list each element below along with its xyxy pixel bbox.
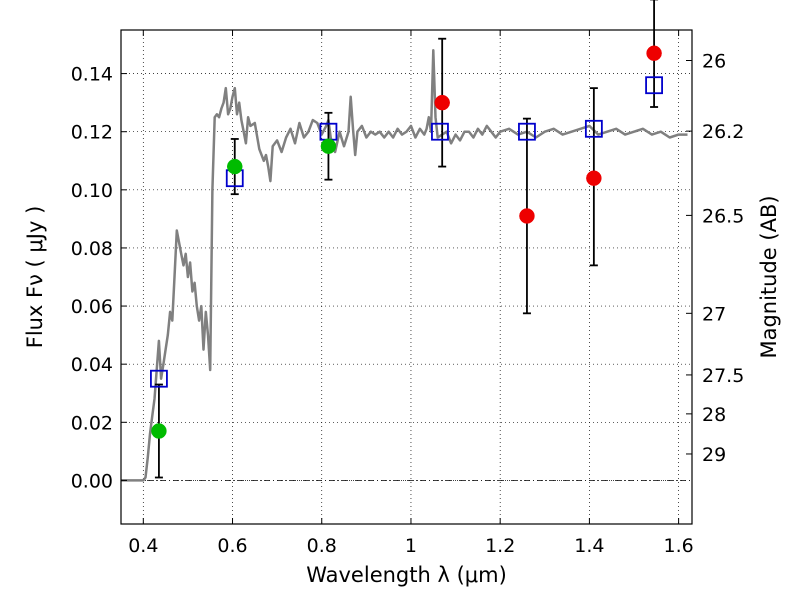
right-tick-label: 27 — [702, 303, 726, 325]
observed-point — [434, 94, 450, 111]
tick-marks: 0.4 0.6 0.8 1 1.2 1.4 1.6 0.00 0.02 0.04 0.06 0.08 0… — [71, 30, 744, 557]
model-square-point — [518, 122, 536, 141]
spectrum-line — [121, 49, 688, 482]
observed-point — [151, 423, 167, 439]
right-tick-label: 26.2 — [702, 121, 744, 143]
observed-point — [519, 208, 535, 224]
x-axis-label: Wavelength λ (μm) — [306, 563, 507, 587]
y-tick-label: 0.04 — [71, 354, 113, 376]
x-tick-label: 0.6 — [217, 535, 247, 557]
y-axis-right-label: Magnitude (AB) — [757, 195, 781, 358]
grid-lines — [121, 30, 692, 524]
right-tick-label: 26.5 — [702, 205, 744, 227]
y-tick-label: 0.06 — [71, 296, 113, 318]
y-tick-label: 0.08 — [71, 238, 113, 260]
x-tick-label: 0.8 — [307, 535, 337, 557]
observed-point — [646, 45, 662, 61]
y-axis-label: Flux Fν ( μJy ) — [23, 206, 47, 349]
observed-point — [586, 170, 602, 186]
observed-point — [227, 158, 243, 175]
y-tick-label: 0.10 — [71, 180, 113, 202]
x-tick-label: 1.6 — [664, 535, 694, 557]
y-tick-label: 0.14 — [71, 64, 113, 86]
right-tick-label: 27.5 — [702, 365, 744, 387]
y-tick-label: 0.12 — [71, 122, 113, 144]
model-square-point — [431, 122, 449, 141]
plot-frame — [120, 29, 693, 525]
y-tick-label: 0.00 — [71, 470, 113, 492]
right-tick-label: 29 — [702, 444, 726, 466]
model-square-point — [584, 119, 603, 138]
model-square-point — [150, 369, 168, 388]
x-tick-label: 1 — [405, 535, 417, 557]
x-tick-label: 1.2 — [485, 535, 515, 557]
x-tick-label: 0.4 — [128, 535, 158, 557]
x-tick-label: 1.4 — [574, 535, 604, 557]
right-tick-label: 28 — [702, 404, 726, 426]
observed-point — [320, 138, 337, 154]
y-tick-label: 0.02 — [71, 412, 113, 434]
model-square-point — [645, 76, 663, 95]
right-tick-label: 26 — [702, 51, 726, 73]
series-layer — [121, 0, 688, 482]
